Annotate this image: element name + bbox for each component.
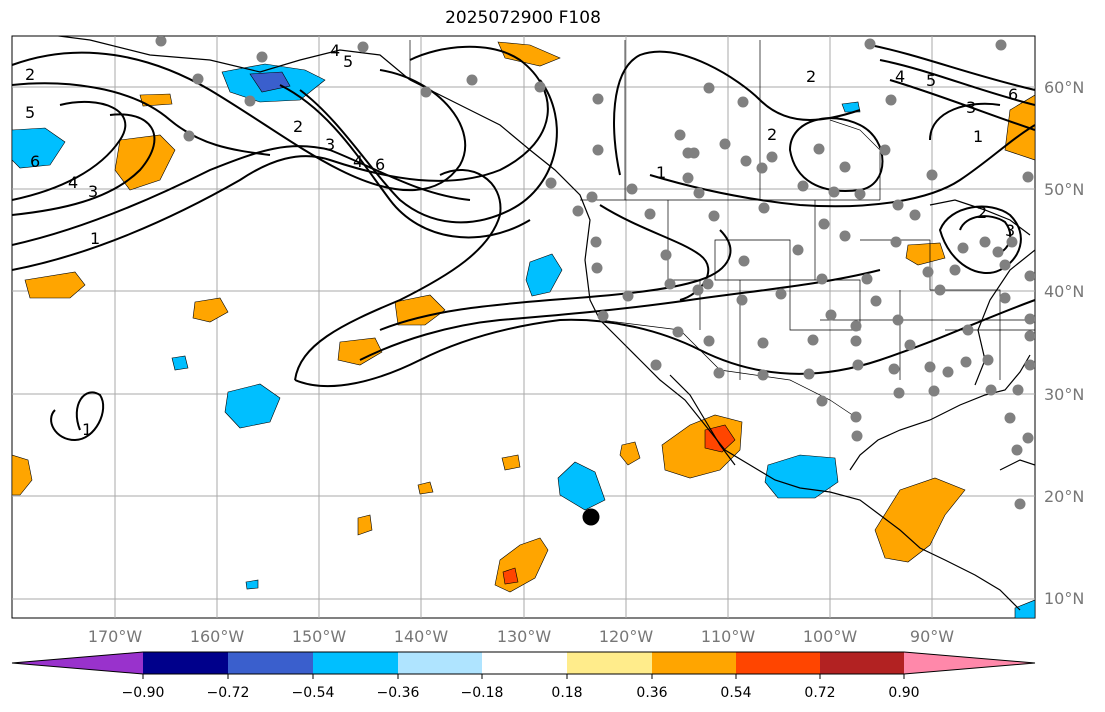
positive-anomaly-area (874, 477, 966, 563)
colorbar-segment (398, 652, 482, 674)
contour-label: 3 (325, 135, 335, 154)
contour-label: 2 (293, 117, 303, 136)
colorbar-segment (143, 652, 228, 674)
positive-anomaly-area (905, 242, 946, 266)
contour-label: 5 (926, 71, 936, 90)
negative-anomaly-area (171, 355, 189, 371)
negative-anomaly-area (525, 253, 563, 297)
positive-anomaly-area (24, 271, 86, 299)
positive-anomaly-area (1004, 94, 1035, 161)
positive-anomaly-area (394, 294, 446, 326)
longitude-label: 170°W (88, 627, 143, 646)
colorbar-segment (820, 652, 904, 674)
colorbar-tick-label: −0.90 (122, 685, 165, 701)
contour-value-labels: 2 5 6 4 3 1 4 5 2 3 4 6 1 2 2 4 5 3 6 1 … (25, 41, 1018, 439)
contour-label: 5 (25, 103, 35, 122)
colorbar-tick-label: 0.90 (888, 685, 919, 701)
contour-label: 2 (25, 65, 35, 84)
contour-label: 1 (90, 229, 100, 248)
contour-label: 5 (343, 52, 353, 71)
latitude-label: 40°N (1044, 282, 1084, 301)
longitude-label: 160°W (190, 627, 245, 646)
latitude-label: 10°N (1044, 589, 1084, 608)
storm-position-marker (582, 508, 600, 526)
contour-label: 1 (973, 127, 983, 146)
contour-label: 2 (806, 67, 816, 86)
longitude-label: 150°W (292, 627, 347, 646)
political-borders (409, 40, 1035, 421)
negative-anomaly-area (12, 127, 66, 169)
contour-label: 4 (330, 41, 340, 60)
longitude-axis-labels: 170°W 160°W 150°W 140°W 130°W 120°W 110°… (88, 627, 954, 646)
negative-anomaly-area (1014, 599, 1035, 618)
colorbar-tick-label: −0.18 (461, 685, 504, 701)
colorbar-segment (736, 652, 820, 674)
contour-label: 6 (30, 152, 40, 171)
longitude-label: 100°W (803, 627, 858, 646)
negative-anomaly-area (841, 101, 861, 113)
negative-anomaly-area (245, 579, 259, 590)
longitude-label: 120°W (599, 627, 654, 646)
latitude-label: 20°N (1044, 487, 1084, 506)
colorbar-segment (228, 652, 313, 674)
colorbar-tick-label: 0.54 (720, 685, 751, 701)
colorbar: −0.90 −0.72 −0.54 −0.36 −0.18 0.18 0.36 … (11, 651, 1036, 701)
map-title: 2025072900 F108 (445, 8, 601, 28)
positive-anomaly-area (619, 441, 641, 466)
negative-anomaly-area (557, 461, 606, 511)
colorbar-tick-label: 0.18 (551, 685, 582, 701)
colorbar-tick-label: 0.36 (636, 685, 667, 701)
contour-label: 2 (977, 203, 987, 222)
latitude-label: 30°N (1044, 385, 1084, 404)
latitude-label: 50°N (1044, 180, 1084, 199)
colorbar-tick-label: −0.72 (207, 685, 250, 701)
contour-label: 4 (895, 67, 905, 86)
colorbar-segment (12, 652, 143, 674)
longitude-label: 140°W (394, 627, 449, 646)
longitude-label: 90°W (910, 627, 954, 646)
longitude-label: 130°W (497, 627, 552, 646)
negative-anomaly-area (224, 383, 281, 429)
positive-anomaly-area (497, 41, 561, 67)
strong-positive-anomaly-area (502, 567, 519, 585)
colorbar-segment (567, 652, 652, 674)
positive-anomaly-area (417, 481, 434, 495)
positive-anomaly-area (337, 337, 383, 366)
colorbar-tick-label: 0.72 (804, 685, 835, 701)
positive-anomaly-area (357, 514, 373, 536)
coastlines (54, 36, 1035, 611)
contour-label: 4 (68, 173, 78, 192)
anomaly-shading (12, 41, 1035, 618)
colorbar-tick-label: −0.54 (292, 685, 335, 701)
strong-negative-anomaly-area (249, 71, 291, 93)
longitude-label: 110°W (701, 627, 756, 646)
latitude-axis-labels: 10°N 20°N 30°N 40°N 50°N 60°N (1044, 78, 1084, 608)
contour-label: 6 (375, 155, 385, 174)
graticule (12, 36, 1035, 618)
latitude-label: 60°N (1044, 78, 1084, 97)
contour-label: 2 (767, 125, 777, 144)
positive-anomaly-area (192, 297, 229, 323)
negative-anomaly-area (764, 454, 839, 499)
colorbar-segment (904, 652, 1035, 674)
positive-anomaly-area (501, 454, 521, 471)
colorbar-segment (313, 652, 398, 674)
contour-label: 1 (656, 163, 666, 182)
colorbar-segment (482, 652, 567, 674)
contour-lines (12, 44, 1035, 442)
contour-label: 4 (353, 152, 363, 171)
station-dots (155, 36, 1035, 510)
contour-label: 3 (1005, 221, 1015, 240)
contour-label: 6 (1008, 85, 1018, 104)
colorbar-segment (652, 652, 736, 674)
contour-label: 1 (82, 420, 92, 439)
positive-anomaly-area (12, 454, 33, 496)
colorbar-tick-label: −0.36 (377, 685, 420, 701)
contour-label: 3 (966, 98, 976, 117)
contour-label: 3 (88, 182, 98, 201)
